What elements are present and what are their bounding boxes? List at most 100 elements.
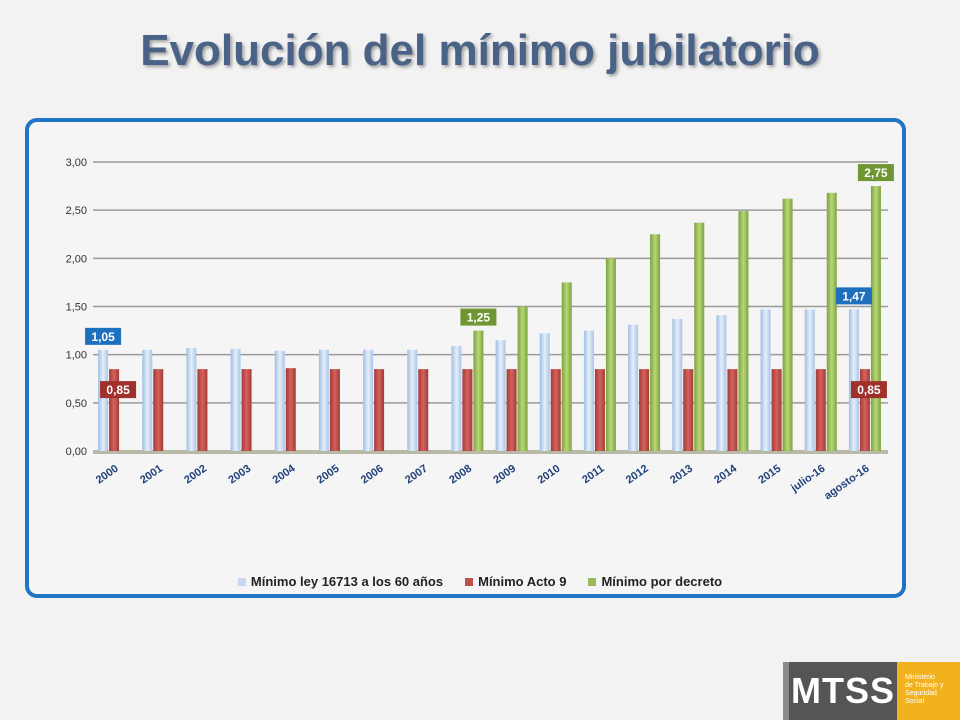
- data-label-text: 1,25: [467, 311, 491, 325]
- y-tick-label: 0,00: [66, 446, 87, 458]
- x-tick-label: 2006: [359, 463, 386, 487]
- data-labels: 1,05 0,85 1,25 2,75 1,47 0,85: [85, 164, 894, 399]
- bar-ley: [495, 340, 506, 451]
- logo-line: Social: [905, 698, 925, 705]
- bar-ley: [672, 319, 683, 451]
- bar-acto: [153, 369, 164, 451]
- data-label-box: [460, 308, 497, 326]
- legend-swatch-ley: [237, 577, 246, 586]
- bars: [98, 186, 881, 452]
- x-tick-label: agosto-16: [822, 463, 871, 503]
- legend-label-ley: Mínimo ley 16713 a los 60 años: [250, 574, 444, 589]
- bar-acto: [594, 369, 605, 451]
- data-label-box: [85, 327, 122, 345]
- bar-ley: [583, 330, 594, 451]
- bar-decreto: [826, 192, 837, 451]
- bar-acto: [550, 369, 561, 451]
- x-tick-label: 2012: [624, 463, 651, 487]
- bar-ley: [363, 349, 374, 451]
- x-tick-label: 2008: [447, 463, 474, 487]
- bar-decreto: [870, 186, 881, 452]
- data-label-text: 2,75: [864, 166, 888, 180]
- bar-ley: [628, 324, 639, 451]
- logo-ministry-text: Ministerio de Trabajo y Seguridad Social: [897, 662, 960, 720]
- bar-ley: [716, 315, 727, 451]
- bar-acto: [109, 369, 120, 451]
- x-tick-label: 2010: [536, 463, 563, 487]
- legend-item-decreto: Mínimo por decreto: [588, 574, 722, 589]
- bar-acto: [683, 369, 694, 451]
- bar-ley: [760, 309, 771, 451]
- x-tick-label: 2003: [226, 463, 253, 487]
- bar-decreto: [782, 198, 793, 451]
- bar-acto: [639, 369, 650, 451]
- x-tick-label: 2013: [668, 463, 695, 487]
- bar-acto: [815, 369, 826, 451]
- y-tick-label: 0,50: [66, 398, 87, 410]
- bar-ley: [318, 349, 329, 451]
- data-label: 1,05: [85, 327, 122, 345]
- x-tick-label: 2005: [315, 463, 342, 487]
- chart-frame: [25, 118, 906, 598]
- data-label-text: 1,05: [91, 330, 115, 344]
- x-tick-label: 2002: [182, 463, 209, 487]
- y-tick-label: 3,00: [66, 157, 87, 169]
- logo-mark: MTSS: [783, 662, 897, 720]
- bar-acto: [771, 369, 782, 451]
- bar-ley: [804, 309, 815, 451]
- x-tick-label: 2007: [403, 463, 430, 487]
- logo-line: de Trabajo y: [905, 682, 944, 689]
- bar-acto: [506, 369, 517, 451]
- logo-line: Ministerio: [905, 674, 935, 681]
- bar-acto: [241, 369, 252, 451]
- legend-swatch-acto: [465, 577, 474, 586]
- bar-ley: [848, 309, 859, 451]
- bar-acto: [197, 369, 208, 451]
- bar-ley: [142, 349, 153, 451]
- x-tick-label: 2014: [712, 462, 740, 486]
- data-label: 1,25: [460, 308, 497, 326]
- bar-ley: [539, 333, 550, 451]
- mtss-logo: MTSS Ministerio de Trabajo y Seguridad S…: [783, 662, 960, 720]
- x-tick-label: julio-16: [788, 463, 827, 495]
- legend-label-decreto: Mínimo por decreto: [601, 574, 723, 589]
- bar-decreto: [738, 211, 749, 451]
- legend-item-ley: Mínimo ley 16713 a los 60 años: [237, 574, 444, 589]
- bar-ley: [98, 349, 109, 451]
- data-label: 2,75: [857, 164, 894, 182]
- bar-ley: [451, 345, 462, 451]
- x-tick-label: 2001: [138, 463, 165, 487]
- data-label: 0,85: [850, 381, 887, 399]
- legend: Mínimo ley 16713 a los 60 años Mínimo Ac…: [0, 574, 960, 589]
- bar-ley: [230, 348, 241, 451]
- bar-decreto: [650, 234, 661, 451]
- bar-acto: [462, 369, 473, 451]
- legend-label-acto: Mínimo Acto 9: [478, 574, 567, 589]
- bar-acto: [374, 369, 385, 451]
- data-label: 0,85: [100, 381, 137, 399]
- legend-swatch-decreto: [588, 577, 597, 586]
- data-label-text: 1,47: [842, 289, 866, 303]
- y-tick-label: 2,50: [66, 205, 87, 217]
- x-tick-label: 2009: [491, 463, 518, 487]
- x-tick-label: 2000: [94, 463, 121, 487]
- y-tick-label: 1,00: [66, 350, 87, 362]
- bar-acto: [418, 369, 429, 451]
- bar-ley: [186, 347, 197, 451]
- legend-item-acto: Mínimo Acto 9: [465, 574, 566, 589]
- bar-acto: [727, 369, 738, 451]
- bar-acto: [285, 368, 296, 451]
- slide-title: Evolución del mínimo jubilatorio: [140, 26, 820, 75]
- data-label-box: [857, 164, 894, 182]
- data-label-box: [835, 287, 872, 305]
- x-tick-label: 2015: [756, 463, 783, 487]
- chart-floor: [93, 450, 888, 454]
- bar-acto: [329, 369, 340, 451]
- y-tick-label: 1,50: [66, 302, 87, 314]
- bar-decreto: [561, 282, 572, 451]
- data-label-box: [100, 381, 137, 399]
- data-label: 1,47: [835, 287, 872, 305]
- data-label-text: 0,85: [106, 383, 130, 397]
- bar-decreto: [517, 306, 528, 451]
